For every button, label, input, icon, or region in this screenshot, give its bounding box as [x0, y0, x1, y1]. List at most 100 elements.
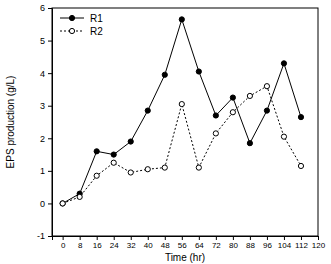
- legend-label: R1: [90, 13, 103, 24]
- legend-label: R2: [90, 26, 103, 37]
- y-axis-title: EPS production (g/L): [5, 76, 16, 169]
- y-tick-label: 0: [40, 199, 45, 209]
- y-axis-line: [48, 9, 53, 237]
- x-tick-mark: [148, 236, 149, 240]
- point: [145, 108, 150, 113]
- point: [264, 84, 269, 89]
- point: [145, 167, 150, 172]
- y-tick: 2: [40, 134, 52, 144]
- x-tick-label: 40: [144, 241, 153, 250]
- legend-marker: [69, 15, 74, 20]
- point: [128, 170, 133, 175]
- y-tick-mark: [48, 73, 52, 74]
- x-tick-mark: [216, 236, 217, 240]
- x-tick: 64: [195, 236, 204, 250]
- point: [281, 134, 286, 139]
- y-tick-mark: [48, 106, 52, 107]
- x-tick: 48: [161, 236, 170, 250]
- point: [94, 149, 99, 154]
- point: [94, 173, 99, 178]
- point: [264, 108, 269, 113]
- x-tick-label: 24: [110, 241, 119, 250]
- x-tick-mark: [250, 236, 251, 240]
- point: [111, 160, 116, 165]
- point: [179, 101, 184, 106]
- x-tick-mark: [284, 236, 285, 240]
- point: [60, 201, 65, 206]
- series-line: [63, 19, 301, 203]
- point: [230, 95, 235, 100]
- x-tick: 56: [178, 236, 187, 250]
- x-tick-mark: [114, 236, 115, 240]
- y-tick-label: 2: [40, 134, 45, 144]
- x-tick-label: 64: [195, 241, 204, 250]
- x-axis-line: [53, 237, 319, 241]
- y-tick: -1: [37, 231, 52, 241]
- x-tick-mark: [131, 236, 132, 240]
- series-line: [63, 86, 301, 203]
- x-axis: 081624324048566472808896104112120: [53, 236, 326, 250]
- x-tick: 24: [110, 236, 119, 250]
- point: [213, 131, 218, 136]
- x-tick-label: 32: [127, 241, 136, 250]
- point: [213, 113, 218, 118]
- x-tick-label: 104: [278, 241, 292, 250]
- x-tick-mark: [80, 236, 81, 240]
- y-tick: 3: [40, 101, 52, 111]
- x-tick-label: 56: [178, 241, 187, 250]
- x-tick: 104: [278, 236, 292, 250]
- x-tick-label: 120: [312, 241, 326, 250]
- y-tick-label: 3: [40, 101, 45, 111]
- point: [247, 93, 252, 98]
- x-tick-mark: [318, 236, 319, 240]
- x-tick-mark: [165, 236, 166, 240]
- point: [196, 165, 201, 170]
- point: [162, 72, 167, 77]
- x-tick: 0: [61, 236, 66, 250]
- y-tick-mark: [48, 8, 52, 9]
- x-tick: 88: [246, 236, 255, 250]
- chart: 081624324048566472808896104112120-101234…: [0, 0, 331, 264]
- point: [60, 201, 65, 206]
- legend-entry: R1: [60, 13, 103, 24]
- x-tick-mark: [267, 236, 268, 240]
- plot-frame: [52, 8, 318, 236]
- x-tick: 8: [78, 236, 83, 250]
- y-tick: 5: [40, 36, 52, 46]
- x-tick: 80: [229, 236, 238, 250]
- point: [162, 165, 167, 170]
- y-tick-label: 5: [40, 36, 45, 46]
- point: [196, 69, 201, 74]
- x-axis-title: Time (hr): [165, 252, 205, 263]
- x-tick-label: 48: [161, 241, 170, 250]
- point: [230, 110, 235, 115]
- point: [179, 17, 184, 22]
- x-tick: 96: [263, 236, 272, 250]
- x-tick: 40: [144, 236, 153, 250]
- y-tick-mark: [48, 138, 52, 139]
- y-tick-mark: [48, 236, 52, 237]
- x-tick: 112: [295, 236, 308, 250]
- y-tick: 6: [40, 3, 52, 13]
- data-layer: [60, 17, 304, 206]
- x-tick-label: 72: [212, 241, 221, 250]
- y-tick: 0: [40, 199, 52, 209]
- point: [128, 139, 133, 144]
- x-tick-label: 112: [295, 241, 308, 250]
- point: [281, 61, 286, 66]
- x-tick: 120: [312, 236, 326, 250]
- legend-entry: R2: [60, 26, 103, 37]
- y-tick-mark: [48, 203, 52, 204]
- y-tick: 1: [40, 166, 52, 176]
- point: [247, 141, 252, 146]
- plot: 081624324048566472808896104112120-101234…: [37, 3, 326, 249]
- point: [111, 152, 116, 157]
- y-tick-label: 4: [40, 69, 45, 79]
- x-tick-label: 96: [263, 241, 272, 250]
- y-tick: 4: [40, 69, 52, 79]
- y-tick-mark: [48, 171, 52, 172]
- legend-marker: [69, 28, 74, 33]
- point: [298, 163, 303, 168]
- legend: R1R2: [60, 13, 103, 37]
- x-tick: 32: [127, 236, 136, 250]
